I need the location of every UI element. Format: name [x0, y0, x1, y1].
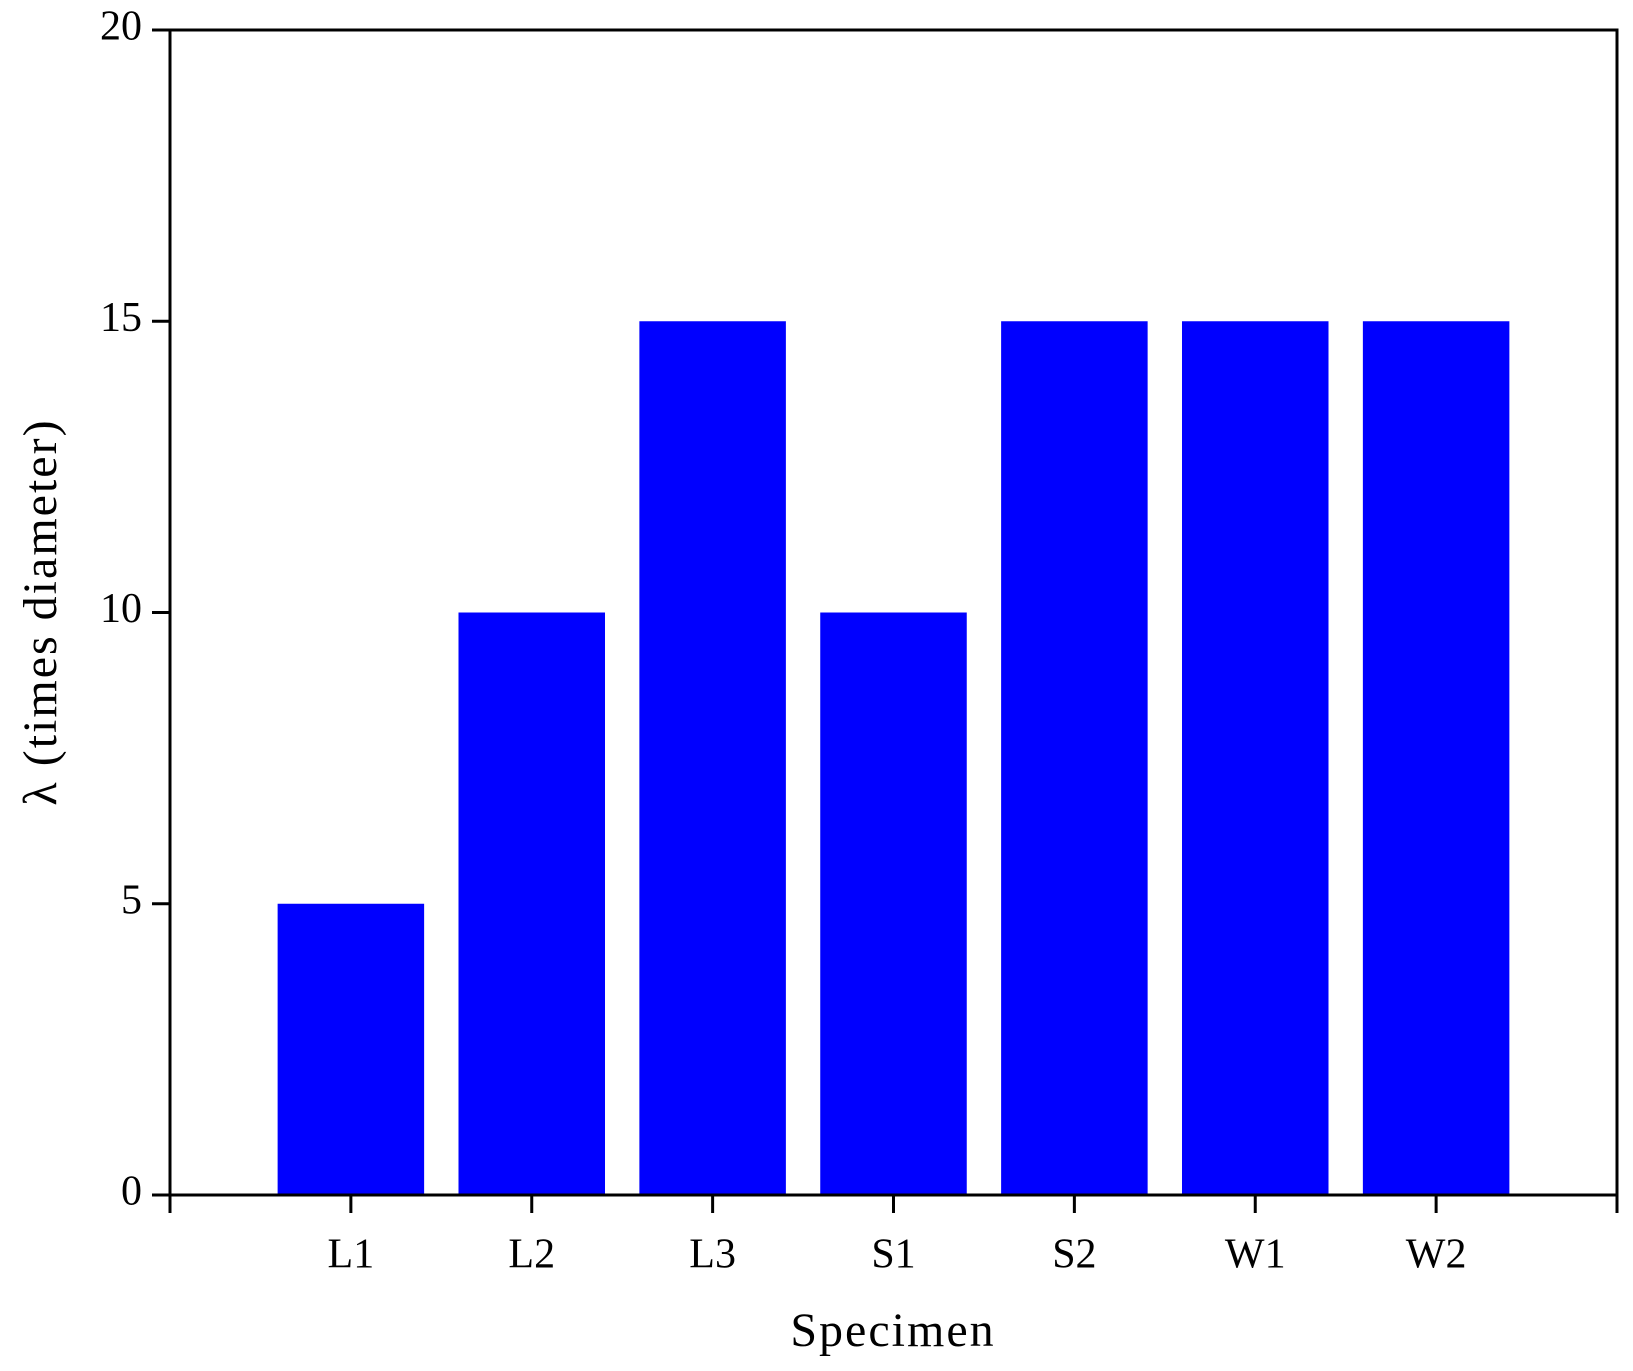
y-tick-label: 5 [121, 877, 142, 923]
bar [1362, 321, 1510, 1195]
y-tick-label: 0 [121, 1169, 142, 1215]
x-tick-label: W1 [1225, 1232, 1286, 1278]
y-tick-label: 20 [100, 4, 142, 50]
bar [820, 612, 967, 1195]
plot-frame [168, 28, 1619, 1197]
x-tick-label: L3 [689, 1232, 736, 1278]
bar [1001, 321, 1148, 1195]
bar [639, 321, 786, 1195]
x-axis-label: Specimen [790, 1304, 995, 1357]
bar [1181, 321, 1329, 1195]
y-tick-label: 10 [100, 586, 142, 632]
bar [277, 903, 425, 1195]
bar [458, 612, 606, 1195]
x-tick-label: L2 [508, 1232, 555, 1278]
y-axis-label: λ (times diameter) [14, 418, 67, 805]
x-tick-label: W2 [1406, 1232, 1467, 1278]
x-tick-label: S2 [1052, 1232, 1096, 1278]
y-tick-label: 15 [100, 295, 142, 341]
x-tick-label: S1 [871, 1232, 915, 1278]
x-tick-label: L1 [328, 1232, 375, 1278]
